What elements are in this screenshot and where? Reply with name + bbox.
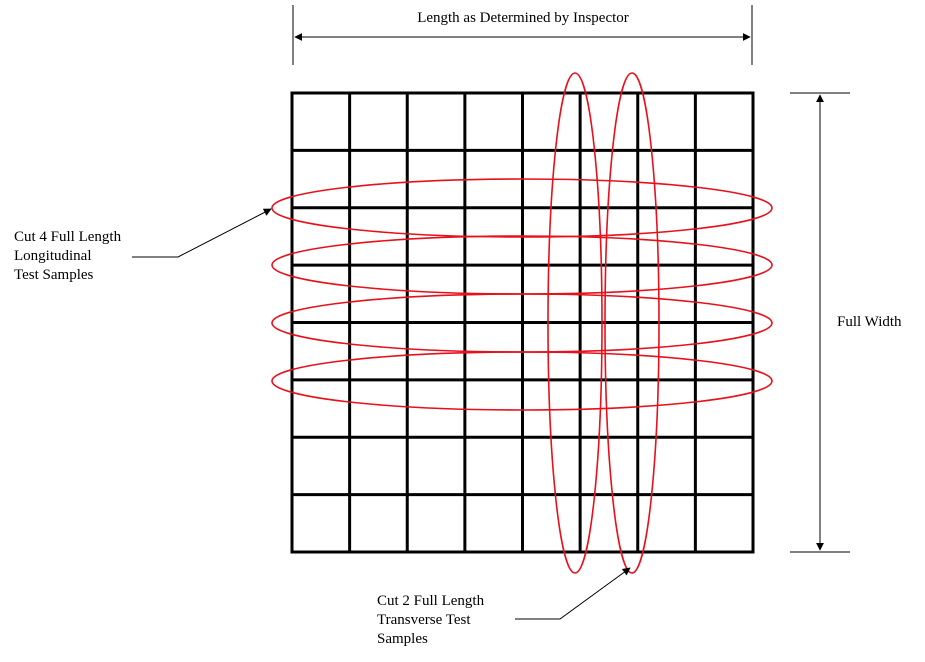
longitudinal-label-line-3: Test Samples [14,267,94,283]
length-label: Length as Determined by Inspector [417,10,629,26]
longitudinal-label-line-2: Longitudinal [14,248,92,264]
transverse-label-line-3: Samples [377,631,428,647]
width-dimension [790,92,850,553]
transverse-sample-1 [547,72,603,574]
transverse-leader-line [515,567,631,620]
width-label: Full Width [837,314,902,330]
length-dimension [292,5,753,65]
transverse-sample-2 [604,72,660,574]
transverse-leader [515,567,631,620]
longitudinal-sample-4 [271,351,773,411]
sample-outlines [271,72,773,574]
longitudinal-sample-1 [271,178,773,238]
longitudinal-leader-line [132,208,272,258]
longitudinal-samples-label: Cut 4 Full Length Longitudinal Test Samp… [14,228,121,285]
transverse-samples-label: Cut 2 Full Length Transverse Test Sample… [377,592,484,649]
transverse-label-line-1: Cut 2 Full Length [377,593,485,609]
material-grid [290,91,755,554]
longitudinal-label-line-1: Cut 4 Full Length [14,229,122,245]
transverse-label-line-2: Transverse Test [377,612,471,628]
longitudinal-leader [132,208,272,258]
